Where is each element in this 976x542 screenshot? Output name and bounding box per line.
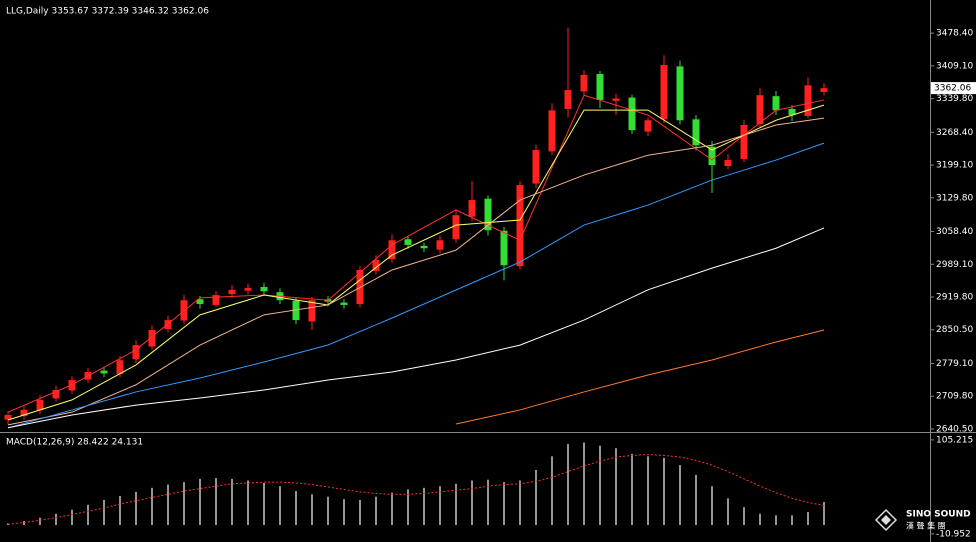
- moving-average: [7, 117, 825, 426]
- candle-body: [116, 360, 124, 374]
- candle-body: [260, 286, 268, 292]
- candle-body: [532, 150, 540, 184]
- candle-body: [500, 230, 508, 266]
- candle-body: [692, 119, 700, 146]
- candle-body: [452, 215, 460, 240]
- candle-body: [708, 146, 716, 166]
- y-tick-label: 3478.40: [936, 29, 973, 39]
- candle-body: [340, 302, 348, 305]
- y-tick-label: 2709.80: [936, 392, 973, 402]
- moving-average: [7, 94, 825, 413]
- price-label-box: [931, 82, 976, 95]
- candle-body: [788, 108, 796, 116]
- candle-body: [228, 289, 236, 295]
- candle-body: [564, 90, 572, 109]
- candle-body: [612, 98, 620, 101]
- candle-body: [596, 73, 604, 100]
- candle-body: [404, 239, 412, 245]
- candle-body: [196, 299, 204, 304]
- candle-body: [372, 260, 380, 271]
- y-tick-label: 3129.80: [936, 193, 973, 203]
- candle-body: [548, 110, 556, 152]
- y-tick-label: 3339.80: [936, 94, 973, 104]
- moving-average: [7, 142, 825, 429]
- moving-average: [7, 104, 825, 421]
- candle-body: [4, 414, 12, 420]
- price-label: 3362.06: [934, 84, 971, 94]
- candle-body: [132, 345, 140, 360]
- candle-body: [308, 300, 316, 322]
- candle-body: [388, 240, 396, 260]
- y-tick-label: 3268.40: [936, 128, 973, 138]
- y-tick-label: 2779.10: [936, 359, 973, 369]
- logo-subtitle: 漢 聲 集 團: [906, 521, 946, 531]
- candle-body: [628, 97, 636, 131]
- candle-body: [804, 85, 812, 117]
- y-tick-label: 3058.40: [936, 227, 973, 237]
- candle-body: [52, 389, 60, 399]
- candle-body: [468, 200, 476, 217]
- candle-body: [740, 124, 748, 159]
- candle-body: [20, 409, 28, 416]
- candle-body: [244, 287, 252, 291]
- candle-body: [420, 245, 428, 249]
- candle-body: [516, 184, 524, 267]
- candle-body: [148, 329, 156, 347]
- macd-tick-label: -10.952: [936, 529, 971, 539]
- moving-average: [455, 329, 825, 425]
- logo: SINO SOUND 漢 聲 集 團: [874, 508, 971, 532]
- candle-body: [724, 159, 732, 167]
- macd-signal: [7, 454, 825, 525]
- candle-body: [100, 370, 108, 374]
- candle-body: [676, 66, 684, 121]
- candle-body: [660, 64, 668, 120]
- candle-body: [820, 88, 828, 93]
- candle-body: [580, 74, 588, 92]
- candle-body: [164, 320, 172, 330]
- y-tick-label: 3199.10: [936, 161, 973, 171]
- candle-body: [484, 198, 492, 231]
- candle-body: [212, 295, 220, 305]
- y-tick-label: 2640.50: [936, 424, 973, 434]
- y-tick-label: 2919.80: [936, 293, 973, 303]
- candle-body: [644, 120, 652, 132]
- y-tick-label: 3409.10: [936, 61, 973, 71]
- y-tick-label: 2989.10: [936, 260, 973, 270]
- moving-average: [7, 227, 825, 429]
- chart-title: LLG,Daily 3353.67 3372.39 3346.32 3362.0…: [6, 7, 209, 17]
- logo-icon: [874, 508, 898, 532]
- macd-label: MACD(12,26,9) 28.422 24.131: [6, 438, 143, 448]
- candle-body: [772, 96, 780, 111]
- y-tick-label: 2850.50: [936, 325, 973, 335]
- candle-body: [436, 240, 444, 250]
- logo-name: SINO SOUND: [906, 510, 971, 520]
- candle-body: [36, 399, 44, 411]
- logo-icon: [881, 515, 891, 525]
- candle-body: [756, 95, 764, 125]
- macd-tick-label: 105.215: [936, 435, 973, 445]
